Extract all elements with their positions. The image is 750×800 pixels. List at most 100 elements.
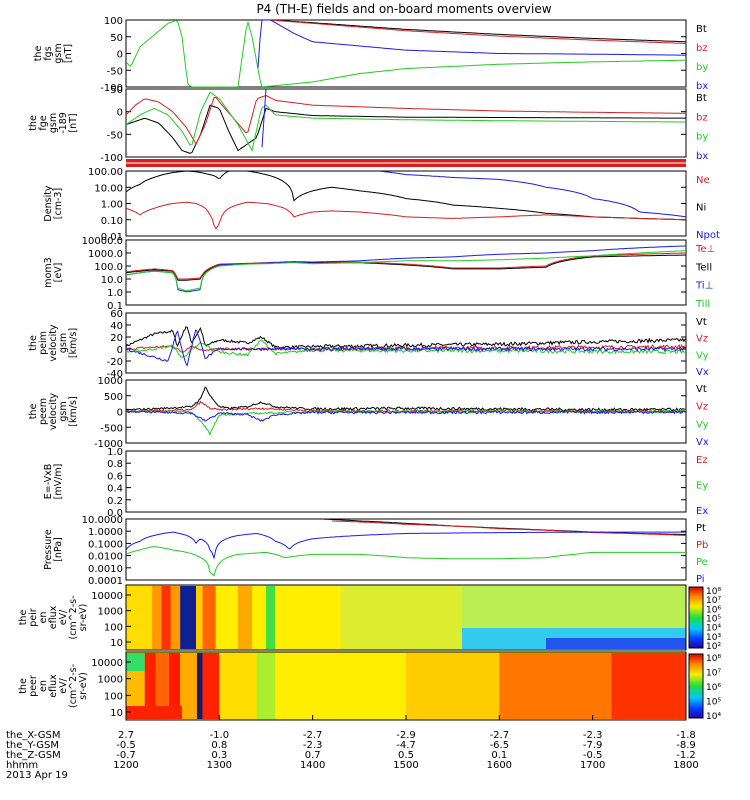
y-axis-label: [nT] <box>63 44 74 63</box>
legend-entry: Vz <box>696 402 708 413</box>
spectrogram-band <box>275 586 341 649</box>
y-axis-label: the <box>28 335 39 351</box>
y-tick-label: 1.00 <box>101 200 123 211</box>
spectrogram-band <box>238 586 252 649</box>
series-line-Ti⊥ <box>126 245 686 293</box>
y-axis-label: [eV] <box>53 263 64 283</box>
legend-entry: by <box>696 132 708 143</box>
y-tick-label: 100.00 <box>88 167 123 178</box>
spectrogram-band <box>499 653 612 719</box>
y-tick-label: 0.10 <box>101 216 123 227</box>
y-tick-label: 0.0010 <box>88 564 123 575</box>
ephemeris-value: -0.5 <box>116 740 136 751</box>
legend-entry: bx <box>696 151 708 162</box>
spectrogram-band <box>126 706 182 719</box>
legend-entry: Till <box>695 299 710 310</box>
plot-title: P4 (TH-E) fields and on-board moments ov… <box>256 2 551 16</box>
spectrogram-band <box>168 653 181 719</box>
legend-entry: Vx <box>696 437 709 448</box>
spectrogram-band <box>266 586 276 649</box>
x-tick-label: 1500 <box>393 760 418 771</box>
spectrogram-band <box>152 586 162 649</box>
y-axis-label: en <box>38 612 49 624</box>
y-tick-label: 1000 <box>98 675 123 686</box>
series-line-by <box>126 20 686 87</box>
x-tick-label: 1400 <box>300 760 325 771</box>
y-tick-label: 1000 <box>98 376 123 387</box>
spectrogram-band <box>180 586 196 649</box>
ephemeris-label: the_X-GSM <box>6 730 60 741</box>
y-tick-label: 1000.0 <box>88 249 123 260</box>
panel-frame <box>125 170 687 237</box>
ephemeris-label: the_Z-GSM <box>6 750 61 761</box>
series-line-Pb <box>332 520 686 536</box>
spectrogram-band <box>275 653 406 719</box>
panel-efield: E=-VxB [mV/m] 1.00.80.6 0.40.20.0 Ez Ey Ex <box>43 447 708 519</box>
legend-entry: Ey <box>696 481 708 492</box>
y-axis-label: [nPa] <box>53 537 64 562</box>
y-tick-label: 40 <box>110 321 123 332</box>
x-axis: 2.7-0.5-0.71200-1.00.80.31300-2.7-2.30.7… <box>6 715 699 781</box>
series-line-bz <box>126 94 686 146</box>
x-tick-label: 1600 <box>487 760 512 771</box>
colorbar-tick-label: 10⁸ <box>706 587 721 597</box>
series-line-Bt <box>271 20 686 43</box>
panel-pressure: Pressure [nPa]10.00001.00000.10000.01000.… <box>43 515 708 587</box>
series-line-Vt <box>126 326 686 350</box>
y-tick-label: -100 <box>100 83 123 94</box>
x-axis-label: hhmm <box>6 760 38 771</box>
legend-entry: Pi <box>696 574 705 585</box>
ephemeris-value: -6.5 <box>490 740 510 751</box>
x-tick-label: 1200 <box>113 760 138 771</box>
panel-fge: the fge gsm -189 [nT] 50 0 -50 -100 Bt bz by bx <box>28 85 708 164</box>
y-axis-label: the <box>33 46 44 62</box>
colorbar-tick-label: 10³ <box>706 633 721 643</box>
y-tick-label: 0.01 <box>101 232 123 243</box>
ephemeris-value: -8.9 <box>676 740 696 751</box>
ephemeris-value: -2.7 <box>490 730 510 741</box>
series-line-bx <box>261 89 267 148</box>
y-axis-label: fgs <box>43 46 54 60</box>
ephemeris-value: -7.9 <box>583 740 603 751</box>
spectrogram-band <box>546 638 686 649</box>
y-tick-label: 0.1 <box>107 301 123 312</box>
legend-entry: Ex <box>696 506 708 517</box>
legend-entry: Ne <box>696 175 710 186</box>
y-axis-label: mom3 <box>43 257 54 287</box>
panel-peem_velocity: the peem velocity gsm [km/s] 1000 500 0 -500 -100… <box>28 376 709 450</box>
legend-entry: Vy <box>696 350 709 361</box>
y-tick-label: 1.0000 <box>88 527 123 538</box>
y-tick-label: -20 <box>107 357 123 368</box>
spectrogram-band <box>611 653 686 719</box>
y-tick-label: 10 <box>110 708 123 719</box>
legend-entry: bz <box>696 112 708 123</box>
legend-entry: Te⊥ <box>695 244 715 255</box>
x-tick-label: 1800 <box>673 760 698 771</box>
y-axis-label: peem <box>38 398 49 425</box>
ephemeris-value: -4.7 <box>396 740 416 751</box>
y-tick-label: 10000 <box>91 591 123 602</box>
y-axis-label: (cm^2-s- <box>68 596 79 640</box>
y-axis-label: eV/ <box>58 609 69 625</box>
spectrogram-band <box>202 586 216 649</box>
panel-frame <box>125 450 687 513</box>
ephemeris-value: -1.8 <box>676 730 696 741</box>
y-tick-label: 0 <box>117 50 123 61</box>
y-axis-label: -189 <box>58 112 69 134</box>
ephemeris-value: 0.7 <box>305 750 321 761</box>
y-axis-label: [km/s] <box>68 396 79 426</box>
series-line-Till <box>126 250 686 292</box>
y-tick-label: -1000 <box>94 439 123 450</box>
ephemeris-label: the_Y-GSM <box>6 740 59 751</box>
series-group <box>126 89 686 154</box>
ephemeris-value: 0.1 <box>491 750 507 761</box>
legend-entry: Bt <box>696 24 707 35</box>
ephemeris-value: -2.3 <box>303 740 323 751</box>
panel-frame <box>125 88 687 158</box>
y-axis-label: velocity <box>48 324 59 362</box>
series-line-Ne <box>126 201 686 230</box>
legend-entry: by <box>696 62 708 73</box>
spectrogram-band <box>161 586 171 649</box>
spectrogram-band <box>196 653 203 719</box>
